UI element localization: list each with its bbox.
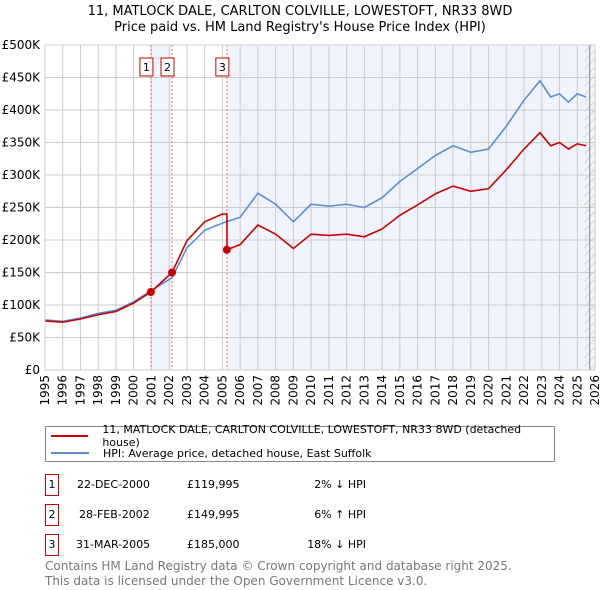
y-tick-label: £400K	[2, 103, 42, 117]
sale-point	[146, 288, 155, 297]
x-tick-label: 2003	[180, 375, 194, 406]
x-tick-label: 2024	[553, 375, 567, 406]
y-tick-label: £500K	[2, 38, 42, 52]
footer-licence: This data is licensed under the Open Gov…	[45, 574, 428, 588]
x-tick-label: 2008	[269, 375, 283, 406]
x-tick-label: 2000	[127, 375, 141, 406]
x-tick-label: 1997	[73, 375, 87, 406]
x-tick-label: 1996	[56, 375, 70, 406]
sale-price: £149,995	[187, 508, 240, 521]
chart-title: 11, MATLOCK DALE, CARLTON COLVILLE, LOWE…	[87, 4, 513, 19]
x-tick-label: 2002	[162, 375, 176, 406]
y-tick-label: £200K	[2, 233, 42, 247]
table-row: 3 31-MAR-2005 £185,000 18% ↓ HPI	[45, 534, 445, 556]
x-tick-label: 2021	[499, 375, 513, 406]
x-tick-label: 2018	[446, 375, 460, 406]
sale-label: 1	[143, 61, 150, 74]
legend-label: HPI: Average price, detached house, East…	[103, 446, 372, 460]
table-row: 2 28-FEB-2002 £149,995 6% ↑ HPI	[45, 504, 445, 526]
plot-area: 1995 1996 1997 1998 1999 2000 2001 2002 2003 2004…	[2, 38, 600, 406]
chart-subtitle: Price paid vs. HM Land Registry's House …	[114, 20, 486, 35]
y-tick-label: £250K	[2, 201, 42, 215]
x-tick-label: 1998	[91, 375, 105, 406]
y-tick-label: £450K	[2, 71, 42, 85]
x-tick-label: 2010	[304, 375, 318, 406]
x-tick-label: 1995	[38, 375, 52, 406]
sale-label-box	[160, 57, 175, 77]
sale-label: 2	[164, 61, 171, 74]
sale-price: £185,000	[187, 538, 240, 551]
hpi-line	[44, 79, 587, 323]
legend-item-hpi: HPI: Average price, detached house, East…	[46, 445, 372, 461]
y-tick-label: £150K	[2, 266, 42, 280]
table-row: 1 22-DEC-2000 £119,995 2% ↓ HPI	[45, 474, 445, 496]
x-tick-label: 2025	[570, 375, 584, 406]
sale-point	[222, 245, 231, 254]
sale-marker: 2	[45, 504, 59, 526]
x-tick-label: 2020	[482, 375, 496, 406]
x-tick-label: 2009	[286, 375, 300, 406]
x-tick-label: 2022	[517, 375, 531, 406]
sale-marker: 3	[45, 534, 59, 556]
x-tick-label: 2026	[588, 375, 600, 406]
x-tick-label: 2017	[428, 375, 442, 406]
x-tick-label: 2014	[375, 375, 389, 406]
x-tick-label: 2005	[215, 375, 229, 406]
sale-date: 22-DEC-2000	[77, 478, 151, 491]
x-tick-label: 2001	[144, 375, 158, 406]
sale-hpi: 18% ↓ HPI	[307, 538, 366, 551]
sale-label: 3	[219, 61, 226, 74]
x-tick-label: 2012	[340, 375, 354, 406]
legend-line-blue	[51, 452, 89, 454]
x-tick-label: 2013	[357, 375, 371, 406]
x-tick-label: 2023	[535, 375, 549, 406]
legend-item-property: 11, MATLOCK DALE, CARLTON COLVILLE, LOWE…	[46, 423, 554, 449]
y-tick-label: £100K	[2, 298, 42, 312]
y-tick-label: £300K	[2, 168, 42, 182]
sale-date: 31-MAR-2005	[76, 538, 151, 551]
sale-label-box	[139, 57, 154, 77]
x-tick-label: 2019	[464, 375, 478, 406]
x-tick-label: 2015	[393, 375, 407, 406]
x-tick-label: 1999	[109, 375, 123, 406]
sale-marker: 1	[45, 474, 59, 496]
y-tick-label: £350K	[2, 136, 42, 150]
sale-date: 28-FEB-2002	[79, 508, 150, 521]
x-tick-label: 2011	[322, 375, 336, 406]
sale-label-box	[215, 57, 230, 77]
footer-copyright: Contains HM Land Registry data © Crown c…	[45, 559, 512, 573]
plot-border	[44, 44, 596, 371]
sale-hpi: 6% ↑ HPI	[314, 508, 366, 521]
sale-point	[168, 268, 177, 277]
x-tick-label: 2004	[198, 375, 212, 406]
legend: 11, MATLOCK DALE, CARLTON COLVILLE, LOWE…	[45, 423, 555, 462]
x-tick-label: 2006	[233, 375, 247, 406]
y-tick-label: £50K	[9, 331, 41, 345]
sale-hpi: 2% ↓ HPI	[314, 478, 366, 491]
x-tick-label: 2007	[251, 375, 265, 406]
x-tick-label: 2016	[411, 375, 425, 406]
y-tick-label: £0	[25, 363, 40, 377]
sale-price: £119,995	[187, 478, 240, 491]
legend-label: 11, MATLOCK DALE, CARLTON COLVILLE, LOWE…	[102, 423, 522, 449]
legend-line-red	[51, 435, 89, 437]
